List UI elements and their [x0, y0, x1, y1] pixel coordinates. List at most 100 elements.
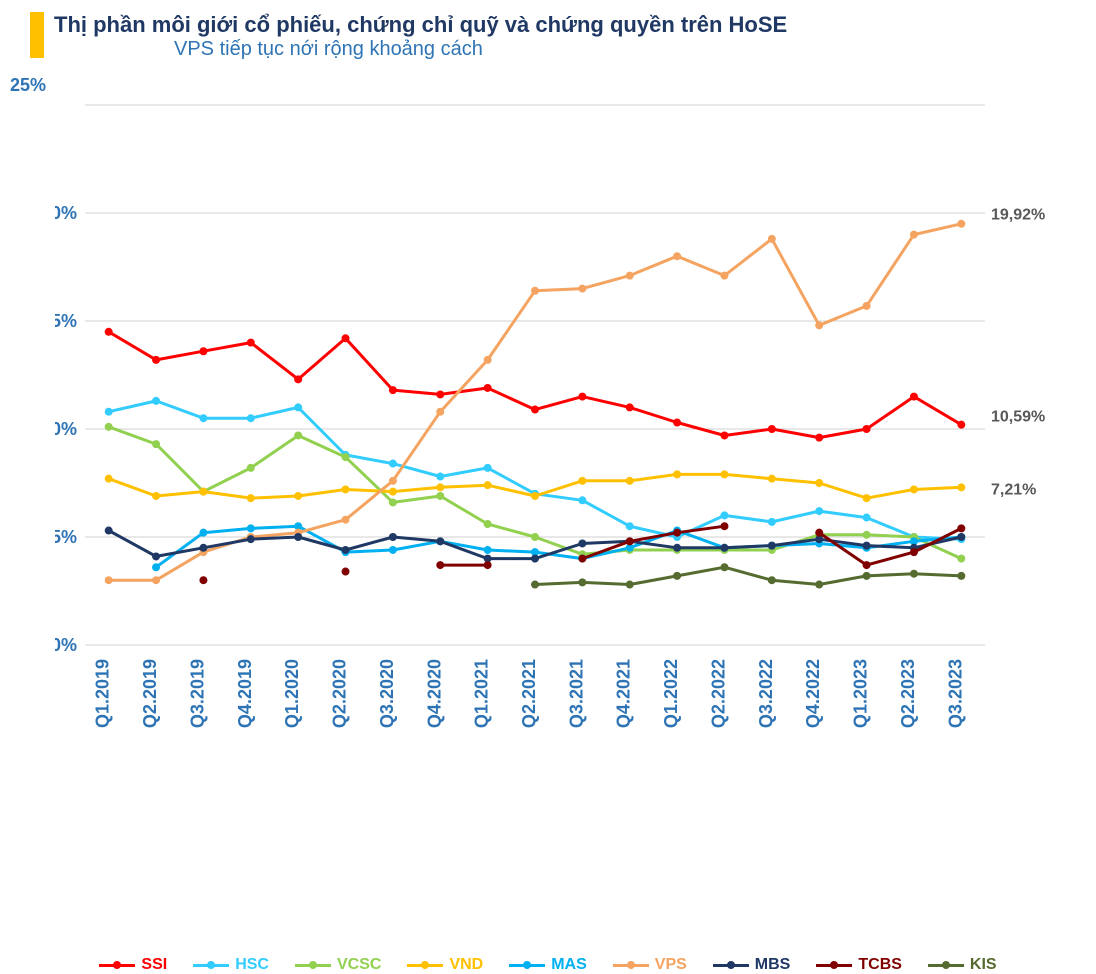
legend: SSIHSCVCSCVNDMASVPSMBSTCBSKIS	[0, 956, 1096, 974]
legend-item-kis: KIS	[928, 956, 997, 974]
series-marker-vnd	[957, 483, 965, 491]
legend-label: SSI	[141, 956, 167, 974]
legend-item-ssi: SSI	[99, 956, 167, 974]
x-tick-label: Q3.2019	[187, 659, 207, 728]
x-tick-label: Q1.2020	[282, 659, 302, 728]
series-marker-ssi	[342, 334, 350, 342]
legend-label: VCSC	[337, 956, 381, 974]
x-tick-label: Q4.2020	[424, 659, 444, 728]
x-tick-label: Q3.2022	[756, 659, 776, 728]
series-marker-hsc	[720, 511, 728, 519]
series-marker-vps	[626, 272, 634, 280]
series-marker-hsc	[105, 408, 113, 416]
series-marker-kis	[863, 572, 871, 580]
series-marker-ssi	[626, 403, 634, 411]
series-marker-tcbs	[199, 576, 207, 584]
series-marker-kis	[910, 570, 918, 578]
series-marker-vnd	[389, 488, 397, 496]
series-marker-vnd	[673, 470, 681, 478]
legend-item-hsc: HSC	[193, 956, 269, 974]
series-marker-mbs	[768, 542, 776, 550]
series-marker-mbs	[720, 544, 728, 552]
series-marker-vnd	[247, 494, 255, 502]
series-marker-ssi	[768, 425, 776, 433]
chart-svg: 0%5%10%15%20%Q1.2019Q2.2019Q3.2019Q4.201…	[55, 95, 1055, 815]
series-marker-kis	[720, 563, 728, 571]
svg-text:15%: 15%	[55, 311, 77, 331]
series-marker-mbs	[105, 527, 113, 535]
series-marker-kis	[768, 576, 776, 584]
legend-label: VPS	[655, 956, 687, 974]
svg-text:10%: 10%	[55, 419, 77, 439]
series-marker-ssi	[910, 393, 918, 401]
series-marker-vnd	[294, 492, 302, 500]
series-marker-mbs	[199, 544, 207, 552]
series-marker-vcsc	[957, 555, 965, 563]
series-marker-hsc	[294, 403, 302, 411]
series-marker-kis	[626, 581, 634, 589]
series-marker-ssi	[247, 339, 255, 347]
series-marker-ssi	[389, 386, 397, 394]
series-marker-hsc	[768, 518, 776, 526]
series-marker-vnd	[199, 488, 207, 496]
series-marker-tcbs	[863, 561, 871, 569]
series-marker-mbs	[957, 533, 965, 541]
series-marker-kis	[531, 581, 539, 589]
series-marker-ssi	[152, 356, 160, 364]
series-marker-kis	[815, 581, 823, 589]
legend-marker-icon	[523, 961, 531, 969]
series-marker-tcbs	[720, 522, 728, 530]
series-marker-vps	[863, 302, 871, 310]
accent-bar	[30, 12, 44, 58]
end-label-ssi: 10,59%	[991, 408, 1045, 425]
x-tick-label: Q1.2023	[851, 659, 871, 728]
series-marker-ssi	[720, 431, 728, 439]
series-line-kis	[535, 567, 961, 584]
legend-marker-icon	[627, 961, 635, 969]
series-marker-tcbs	[626, 537, 634, 545]
series-marker-mbs	[531, 555, 539, 563]
series-marker-tcbs	[815, 529, 823, 537]
series-marker-vps	[957, 220, 965, 228]
series-marker-tcbs	[578, 555, 586, 563]
chart-subtitle: VPS tiếp tục nới rộng khoảng cách	[174, 38, 787, 61]
series-marker-mbs	[247, 535, 255, 543]
series-marker-hsc	[626, 522, 634, 530]
series-marker-ssi	[531, 406, 539, 414]
end-label-vps: 19,92%	[991, 207, 1045, 224]
x-tick-label: Q4.2022	[803, 659, 823, 728]
series-marker-vcsc	[484, 520, 492, 528]
x-tick-label: Q3.2020	[377, 659, 397, 728]
series-marker-tcbs	[436, 561, 444, 569]
series-marker-vps	[436, 408, 444, 416]
legend-label: MBS	[755, 956, 791, 974]
series-marker-vnd	[910, 485, 918, 493]
series-marker-vnd	[152, 492, 160, 500]
legend-marker-icon	[421, 961, 429, 969]
series-marker-mbs	[152, 552, 160, 560]
series-marker-vps	[815, 321, 823, 329]
series-marker-ssi	[294, 375, 302, 383]
series-marker-vnd	[720, 470, 728, 478]
series-line-hsc	[109, 401, 962, 539]
legend-item-vcsc: VCSC	[295, 956, 381, 974]
series-marker-hsc	[247, 414, 255, 422]
series-marker-ssi	[578, 393, 586, 401]
series-marker-hsc	[199, 414, 207, 422]
series-marker-vnd	[436, 483, 444, 491]
series-marker-ssi	[957, 421, 965, 429]
series-marker-vnd	[531, 492, 539, 500]
x-tick-label: Q2.2023	[898, 659, 918, 728]
series-marker-hsc	[484, 464, 492, 472]
series-marker-vps	[389, 477, 397, 485]
series-marker-ssi	[436, 390, 444, 398]
series-marker-vnd	[863, 494, 871, 502]
series-marker-tcbs	[342, 568, 350, 576]
series-marker-vnd	[342, 485, 350, 493]
series-marker-ssi	[815, 434, 823, 442]
series-marker-mas	[152, 563, 160, 571]
series-marker-vnd	[484, 481, 492, 489]
series-marker-mas	[199, 529, 207, 537]
x-tick-label: Q2.2022	[708, 659, 728, 728]
series-marker-vnd	[578, 477, 586, 485]
